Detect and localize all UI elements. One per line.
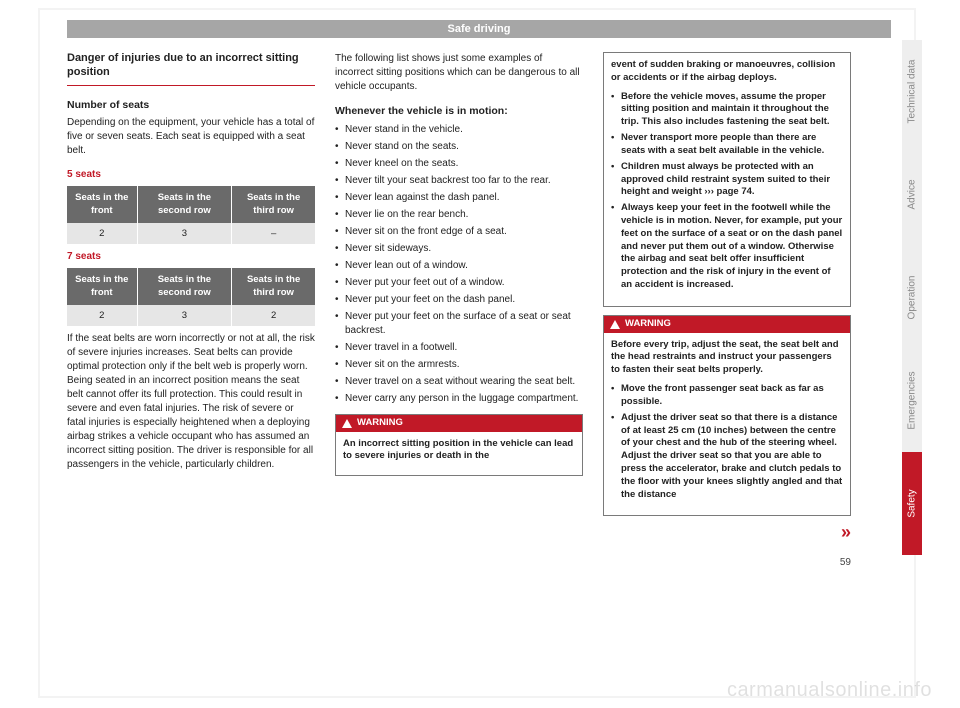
warning-box-2: WARNING Before every trip, adjust the se… bbox=[603, 315, 851, 517]
td: 2 bbox=[67, 223, 137, 244]
warning-box-1-cont: event of sudden braking or manoeuvres, c… bbox=[603, 52, 851, 307]
tab-technical-data[interactable]: Technical data bbox=[902, 40, 922, 143]
warning-triangle-icon bbox=[610, 320, 620, 329]
warning-header: WARNING bbox=[336, 415, 582, 432]
warning-body-cont: event of sudden braking or manoeuvres, c… bbox=[604, 53, 850, 306]
th-front: Seats in the front bbox=[67, 186, 137, 223]
tab-label: Operation bbox=[907, 276, 918, 320]
motion-subhead: Whenever the vehicle is in motion: bbox=[335, 104, 583, 119]
manual-page: Safe driving Danger of injuries due to a… bbox=[67, 20, 891, 688]
warning-label-2: WARNING bbox=[625, 318, 671, 331]
column-3: event of sudden braking or manoeuvres, c… bbox=[603, 52, 851, 570]
column-1: Danger of injuries due to an incorrect s… bbox=[67, 52, 315, 570]
warning-triangle-icon bbox=[342, 419, 352, 428]
list-item: Never travel on a seat without wearing t… bbox=[335, 375, 583, 389]
list-item: Never stand on the seats. bbox=[335, 140, 583, 154]
td: 2 bbox=[232, 305, 315, 326]
subheading-seats: Number of seats bbox=[67, 98, 315, 113]
warning-body-2: Before every trip, adjust the seat, the … bbox=[604, 333, 850, 516]
columns: Danger of injuries due to an incorrect s… bbox=[67, 52, 891, 570]
warning-cont-lead: event of sudden braking or manoeuvres, c… bbox=[611, 59, 843, 85]
warning-text: An incorrect sitting position in the veh… bbox=[343, 438, 575, 464]
tab-operation[interactable]: Operation bbox=[902, 246, 922, 349]
page-number: 59 bbox=[603, 556, 851, 570]
tab-safety[interactable]: Safety bbox=[902, 452, 922, 555]
table-5-seats: Seats in the front Seats in the second r… bbox=[67, 186, 315, 244]
intro-paragraph: Depending on the equipment, your vehicle… bbox=[67, 116, 315, 158]
td: – bbox=[232, 223, 315, 244]
continue-mark: » bbox=[603, 520, 851, 545]
motion-list: Never stand in the vehicle. Never stand o… bbox=[335, 123, 583, 406]
warning-box-1: WARNING An incorrect sitting position in… bbox=[335, 414, 583, 476]
warning-label: WARNING bbox=[357, 417, 403, 430]
list-item: Never tilt your seat backrest too far to… bbox=[335, 174, 583, 188]
list-item: Never lean out of a window. bbox=[335, 259, 583, 273]
warning2-list: Move the front passenger seat back as fa… bbox=[611, 383, 843, 501]
th-second: Seats in the second row bbox=[137, 186, 232, 223]
list-item: Move the front passenger seat back as fa… bbox=[611, 383, 843, 409]
td: 3 bbox=[137, 305, 232, 326]
list-item: Never lean against the dash panel. bbox=[335, 191, 583, 205]
list-item: Never transport more people than there a… bbox=[611, 132, 843, 158]
tab-label: Technical data bbox=[907, 60, 918, 124]
list-item: Never put your feet on the surface of a … bbox=[335, 310, 583, 338]
list-item: Before the vehicle moves, assume the pro… bbox=[611, 91, 843, 129]
label-7-seats: 7 seats bbox=[67, 250, 315, 264]
list-item: Always keep your feet in the footwell wh… bbox=[611, 202, 843, 292]
list-item: Adjust the driver seat so that there is … bbox=[611, 412, 843, 502]
examples-intro: The following list shows just some examp… bbox=[335, 52, 583, 94]
belt-paragraph: If the seat belts are worn incorrectly o… bbox=[67, 332, 315, 472]
list-item: Never sit on the front edge of a seat. bbox=[335, 225, 583, 239]
warning2-lead: Before every trip, adjust the seat, the … bbox=[611, 339, 843, 377]
table-7-seats: Seats in the front Seats in the second r… bbox=[67, 268, 315, 326]
tab-label: Advice bbox=[907, 179, 918, 209]
warning-body: An incorrect sitting position in the veh… bbox=[336, 432, 582, 476]
tab-advice[interactable]: Advice bbox=[902, 143, 922, 246]
warning-header-2: WARNING bbox=[604, 316, 850, 333]
column-2: The following list shows just some examp… bbox=[335, 52, 583, 570]
section-header: Safe driving bbox=[67, 20, 891, 38]
list-item: Never travel in a footwell. bbox=[335, 341, 583, 355]
th-front: Seats in the front bbox=[67, 268, 137, 305]
warning-cont-list: Before the vehicle moves, assume the pro… bbox=[611, 91, 843, 292]
watermark: carmanualsonline.info bbox=[727, 679, 932, 702]
list-item: Never sit sideways. bbox=[335, 242, 583, 256]
list-item: Never carry any person in the luggage co… bbox=[335, 392, 583, 406]
list-item: Never put your feet on the dash panel. bbox=[335, 293, 583, 307]
topic-title: Danger of injuries due to an incorrect s… bbox=[67, 52, 315, 86]
tab-emergencies[interactable]: Emergencies bbox=[902, 349, 922, 452]
side-tabs: Technical data Advice Operation Emergenc… bbox=[902, 40, 922, 555]
list-item: Never lie on the rear bench. bbox=[335, 208, 583, 222]
list-item: Never stand in the vehicle. bbox=[335, 123, 583, 137]
list-item: Children must always be protected with a… bbox=[611, 161, 843, 199]
tab-label: Emergencies bbox=[907, 371, 918, 429]
list-item: Never put your feet out of a window. bbox=[335, 276, 583, 290]
th-third: Seats in the third row bbox=[232, 268, 315, 305]
list-item: Never sit on the armrests. bbox=[335, 358, 583, 372]
tab-label: Safety bbox=[907, 489, 918, 517]
th-third: Seats in the third row bbox=[232, 186, 315, 223]
td: 3 bbox=[137, 223, 232, 244]
list-item: Never kneel on the seats. bbox=[335, 157, 583, 171]
td: 2 bbox=[67, 305, 137, 326]
label-5-seats: 5 seats bbox=[67, 168, 315, 182]
th-second: Seats in the second row bbox=[137, 268, 232, 305]
